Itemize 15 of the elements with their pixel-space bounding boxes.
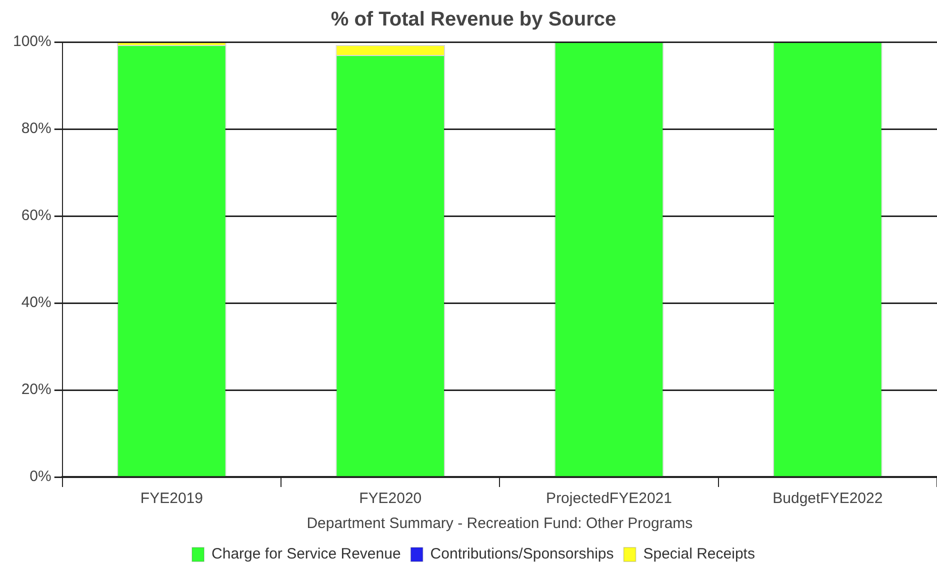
x-tick-label: BudgetFYE2022 (772, 490, 883, 508)
y-tick-label: 80% (21, 120, 52, 138)
legend-label: Charge for Service Revenue (212, 546, 401, 563)
x-tick-label: FYE2020 (359, 490, 422, 508)
y-tick-label: 40% (21, 294, 52, 312)
x-axis-title: Department Summary - Recreation Fund: Other Programs (306, 515, 693, 532)
y-tick-label: 60% (21, 207, 52, 224)
y-tick-label: 20% (21, 381, 52, 398)
legend-label: Special Receipts (643, 546, 755, 563)
y-tick-label: 0% (30, 468, 52, 486)
y-tick-label: 100% (12, 33, 52, 50)
chart-title: % of Total Revenue by Source (330, 8, 616, 31)
x-tick-label: ProjectedFYE2021 (546, 490, 672, 508)
x-tick-label: FYE2019 (140, 490, 203, 508)
legend-label: Contributions/Sponsorships (430, 546, 614, 563)
